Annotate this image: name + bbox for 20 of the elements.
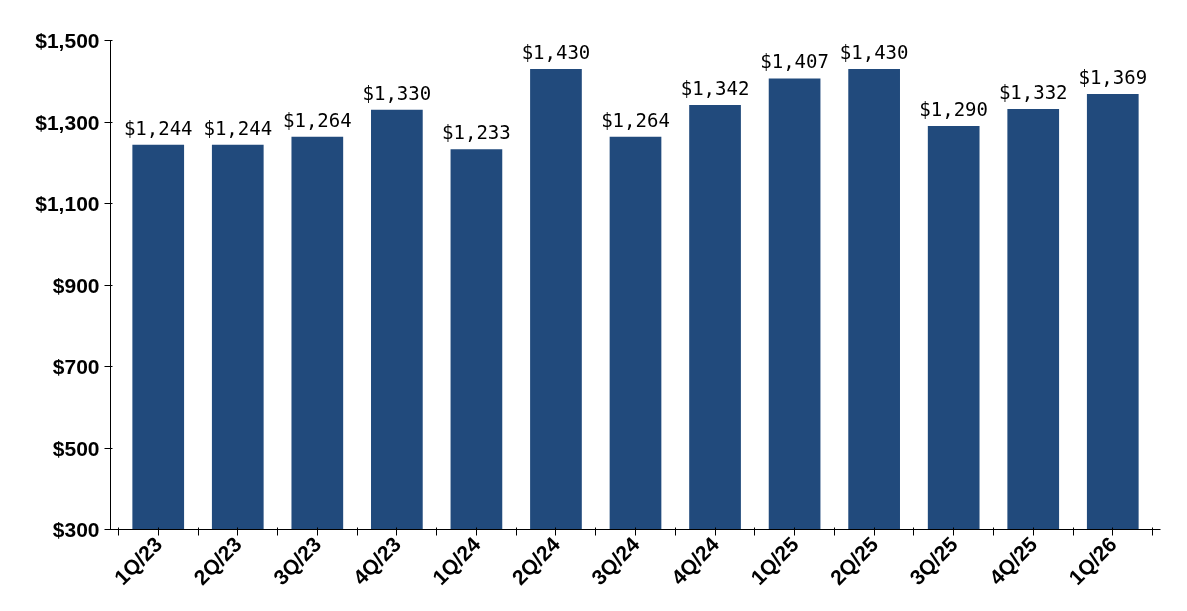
- y-tick-label: $700: [52, 355, 100, 378]
- data-label: $1,290: [919, 98, 989, 121]
- data-label: $1,342: [680, 76, 750, 99]
- data-label: $1,233: [442, 121, 511, 144]
- data-label: $1,244: [203, 116, 273, 139]
- y-tick-label: $500: [52, 436, 100, 460]
- y-tick-label: $900: [52, 273, 100, 297]
- data-label: $1,332: [998, 80, 1068, 103]
- data-label: $1,430: [521, 41, 591, 64]
- data-label: $1,369: [1078, 65, 1148, 88]
- y-tick-label: $300: [52, 518, 100, 541]
- data-label: $1,244: [123, 116, 193, 139]
- y-tick-label: $1,500: [35, 29, 100, 52]
- y-tick-label: $1,300: [35, 110, 100, 134]
- data-label: $1,330: [362, 81, 432, 104]
- data-label: $1,264: [283, 108, 352, 131]
- data-label: $1,407: [760, 50, 829, 73]
- y-tick-label: $1,100: [35, 192, 100, 215]
- data-label: $1,264: [601, 108, 670, 131]
- data-label: $1,430: [839, 41, 909, 64]
